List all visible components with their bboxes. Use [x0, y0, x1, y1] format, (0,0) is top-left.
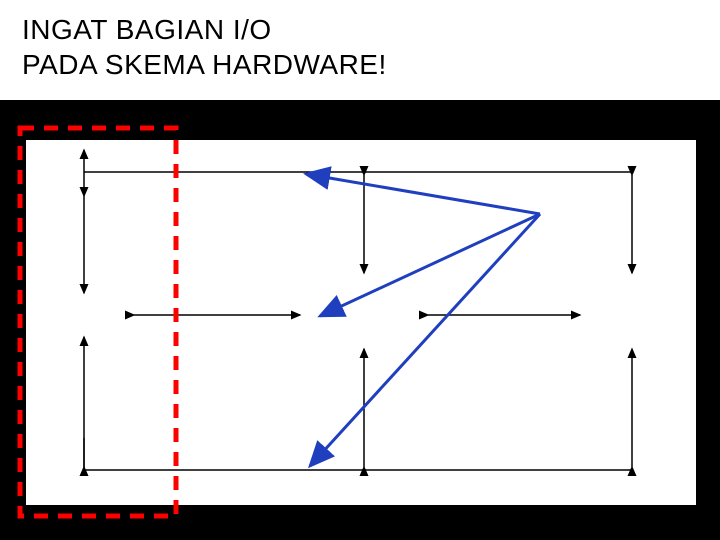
diagram-panel: [26, 140, 696, 505]
title-line1: INGAT BAGIAN I/O: [22, 14, 272, 45]
title-line2: PADA SKEMA HARDWARE!: [22, 49, 387, 80]
page-title: INGAT BAGIAN I/O PADA SKEMA HARDWARE!: [22, 12, 387, 82]
